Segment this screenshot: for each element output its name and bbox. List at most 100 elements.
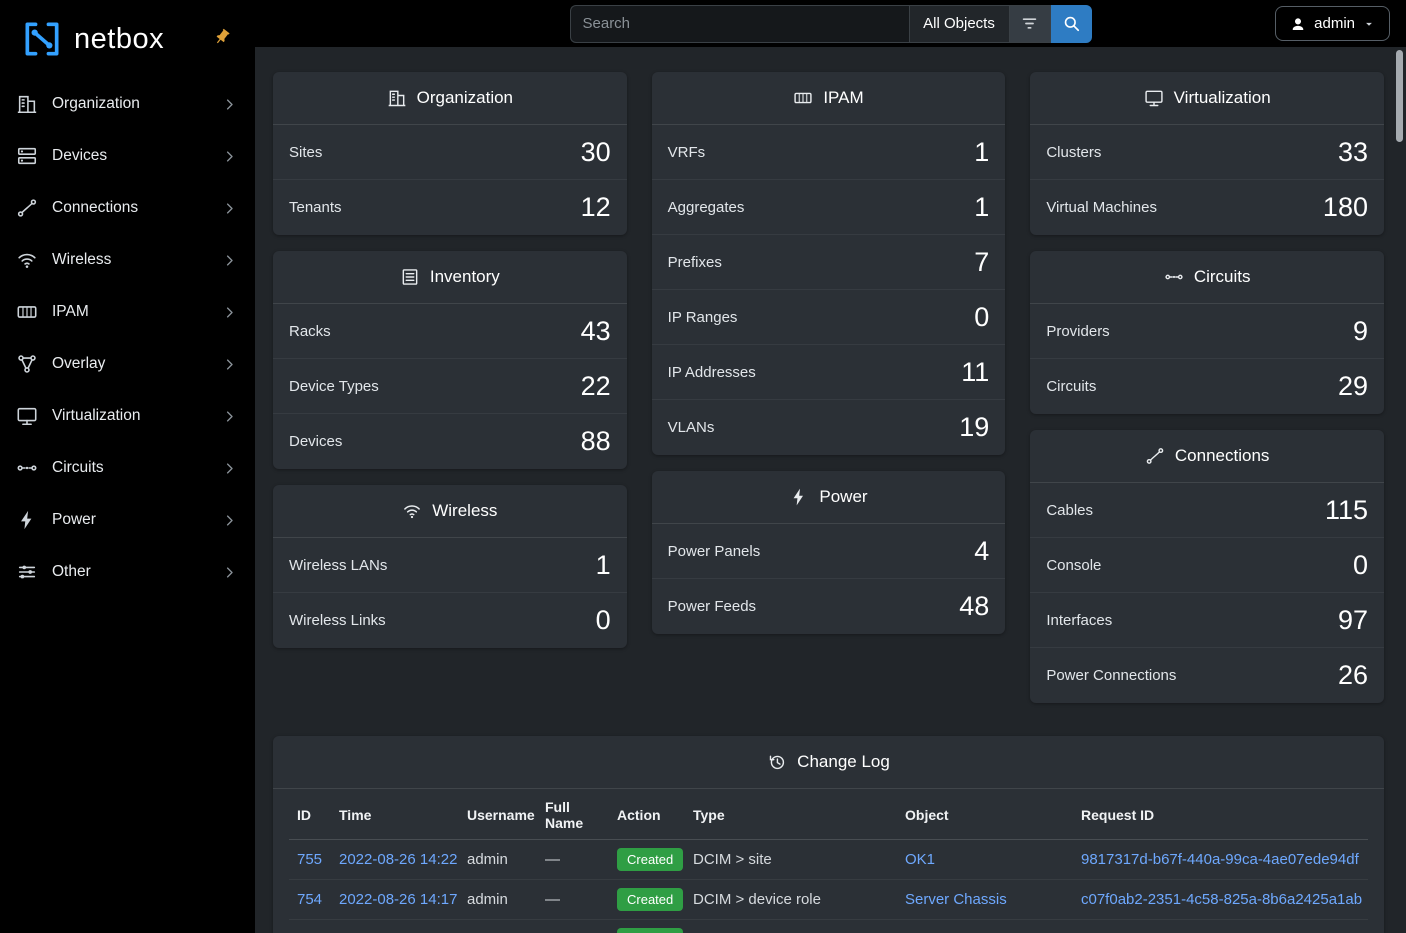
changelog-id-link[interactable]: 755 [297, 851, 323, 868]
sidebar-item-wireless[interactable]: Wireless [0, 234, 255, 286]
changelog-full-name: — [537, 839, 609, 880]
stat-row-virtual-machines: Virtual Machines 180 [1030, 180, 1384, 235]
changelog-full-name: — [537, 879, 609, 920]
stat-value[interactable]: 1 [974, 136, 990, 167]
changelog-object-link[interactable]: Server Chassis [905, 891, 1007, 908]
changelog-type: DCIM > device role [685, 879, 897, 920]
search-input[interactable] [569, 4, 909, 43]
sidebar-item-virtualization[interactable]: Virtualization [0, 390, 255, 442]
stat-value[interactable]: 30 [580, 136, 611, 167]
stat-value[interactable]: 180 [1322, 192, 1368, 222]
username: admin [1314, 15, 1355, 32]
stat-label: VRFs [667, 143, 706, 161]
sidebar-item-organization[interactable]: Organization [0, 78, 255, 130]
stat-row-interfaces: Interfaces 97 [1030, 593, 1384, 648]
changelog-id-link[interactable]: 753 [297, 931, 322, 933]
stat-label: IP Addresses [667, 363, 756, 381]
stat-value[interactable]: 48 [959, 591, 990, 621]
sidebar-item-connections[interactable]: Connections [0, 182, 255, 234]
card-title: Change Log [797, 752, 890, 771]
chevron-right-icon [222, 461, 237, 476]
filter-icon [1020, 14, 1039, 33]
stat-value[interactable]: 29 [1337, 371, 1368, 401]
chevron-right-icon [222, 357, 237, 372]
stat-row-ip-ranges: IP Ranges 0 [651, 290, 1006, 345]
stat-value[interactable]: 7 [974, 246, 990, 277]
changelog-request-id-link[interactable]: c07f0ab2-2351-4c58-825a-8b6a2425a1ab [1081, 891, 1363, 908]
table-header-row: ID Time Username Full Name Action Type O… [289, 789, 1368, 840]
object-type-selector[interactable]: All Objects [908, 4, 1010, 43]
chevron-right-icon [222, 149, 237, 164]
stat-row-sites: Sites 30 [273, 125, 627, 180]
stat-label: Power Connections [1046, 667, 1177, 684]
lightning-bolt-icon [16, 509, 38, 531]
stat-value[interactable]: 26 [1337, 660, 1368, 690]
scrollbar[interactable] [1396, 50, 1403, 142]
stat-label: Clusters [1046, 143, 1102, 161]
card-ipam: IPAM VRFs 1 Aggregates 1 Prefixes 7 [651, 72, 1006, 455]
netbox-logo[interactable]: netbox [20, 17, 164, 61]
changelog-time-link[interactable]: 2022-08-26 14:15 [339, 931, 457, 933]
card-wireless: Wireless Wireless LANs 1 Wireless Links … [273, 485, 627, 648]
stat-value[interactable]: 9 [1352, 315, 1368, 346]
sidebar-item-other[interactable]: Other [0, 546, 255, 598]
stat-label: Virtual Machines [1046, 199, 1157, 216]
action-badge: Created [617, 928, 684, 933]
sidebar-item-label: Connections [52, 199, 139, 216]
counter-icon [16, 301, 38, 323]
sidebar-item-power[interactable]: Power [0, 494, 255, 546]
stat-value[interactable]: 115 [1324, 494, 1368, 525]
sidebar-item-devices[interactable]: Devices [0, 130, 255, 182]
stat-value[interactable]: 33 [1337, 136, 1368, 167]
sidebar-item-ipam[interactable]: IPAM [0, 286, 255, 338]
card-inventory-header: Inventory [273, 251, 627, 304]
topbar: All Objects admin [255, 0, 1406, 47]
transit-icon [16, 457, 38, 479]
stat-row-power-panels: Power Panels 4 [651, 524, 1006, 579]
card-circuits-header: Circuits [1030, 251, 1384, 304]
sidebar-item-circuits[interactable]: Circuits [0, 442, 255, 494]
cable-icon [16, 197, 38, 219]
sidebar-item-label: Other [52, 563, 91, 580]
stat-label: Cables [1046, 501, 1094, 519]
stat-value[interactable]: 88 [580, 426, 611, 456]
chevron-right-icon [222, 409, 237, 424]
col-action: Action [609, 789, 685, 840]
sidebar-item-overlay[interactable]: Overlay [0, 338, 255, 390]
stat-row-console: Console 0 [1030, 538, 1384, 593]
filter-button[interactable] [1009, 4, 1051, 43]
stat-value[interactable]: 43 [580, 315, 611, 346]
changelog-time-link[interactable]: 2022-08-26 14:22 [339, 851, 458, 868]
changelog-id-link[interactable]: 754 [297, 891, 323, 908]
changelog-username: admin [459, 919, 537, 933]
changelog-request-id-link[interactable]: 24807c61-9952-49c6-b8a5-69760bfcc4b3 [1081, 931, 1360, 933]
changelog-object-link[interactable]: OK1 [905, 851, 936, 868]
stat-value[interactable]: 1 [595, 549, 611, 580]
changelog-username: admin [459, 839, 537, 880]
stat-value[interactable]: 19 [959, 412, 990, 442]
pin-sidebar-icon[interactable] [213, 28, 231, 46]
changelog-time-link[interactable]: 2022-08-26 14:17 [339, 891, 458, 908]
stat-row-power-connections: Power Connections 26 [1030, 648, 1384, 703]
stat-row-power-feeds: Power Feeds 48 [652, 579, 1006, 634]
stat-value[interactable]: 12 [580, 192, 611, 222]
user-menu-button[interactable]: admin [1275, 6, 1390, 41]
building-icon [16, 93, 38, 115]
stat-value[interactable]: 97 [1337, 604, 1368, 635]
changelog-type: DCIM > site [685, 839, 897, 880]
global-search: All Objects [569, 4, 1092, 43]
stat-value[interactable]: 0 [1352, 549, 1368, 580]
stat-value[interactable]: 0 [974, 301, 990, 332]
monitor-icon [16, 405, 38, 427]
changelog-request-id-link[interactable]: 9817317d-b67f-440a-99ca-4ae07ede94df [1081, 851, 1359, 868]
counter-icon [793, 88, 813, 108]
stat-label: Devices [289, 433, 343, 450]
stat-row-aggregates: Aggregates 1 [651, 180, 1006, 235]
stat-value[interactable]: 4 [974, 535, 990, 566]
stat-value[interactable]: 0 [595, 605, 611, 635]
stat-value[interactable]: 1 [974, 191, 990, 222]
search-button[interactable] [1050, 4, 1092, 43]
stat-label: Device Types [289, 377, 379, 395]
stat-value[interactable]: 22 [580, 370, 611, 401]
stat-value[interactable]: 11 [961, 356, 990, 387]
